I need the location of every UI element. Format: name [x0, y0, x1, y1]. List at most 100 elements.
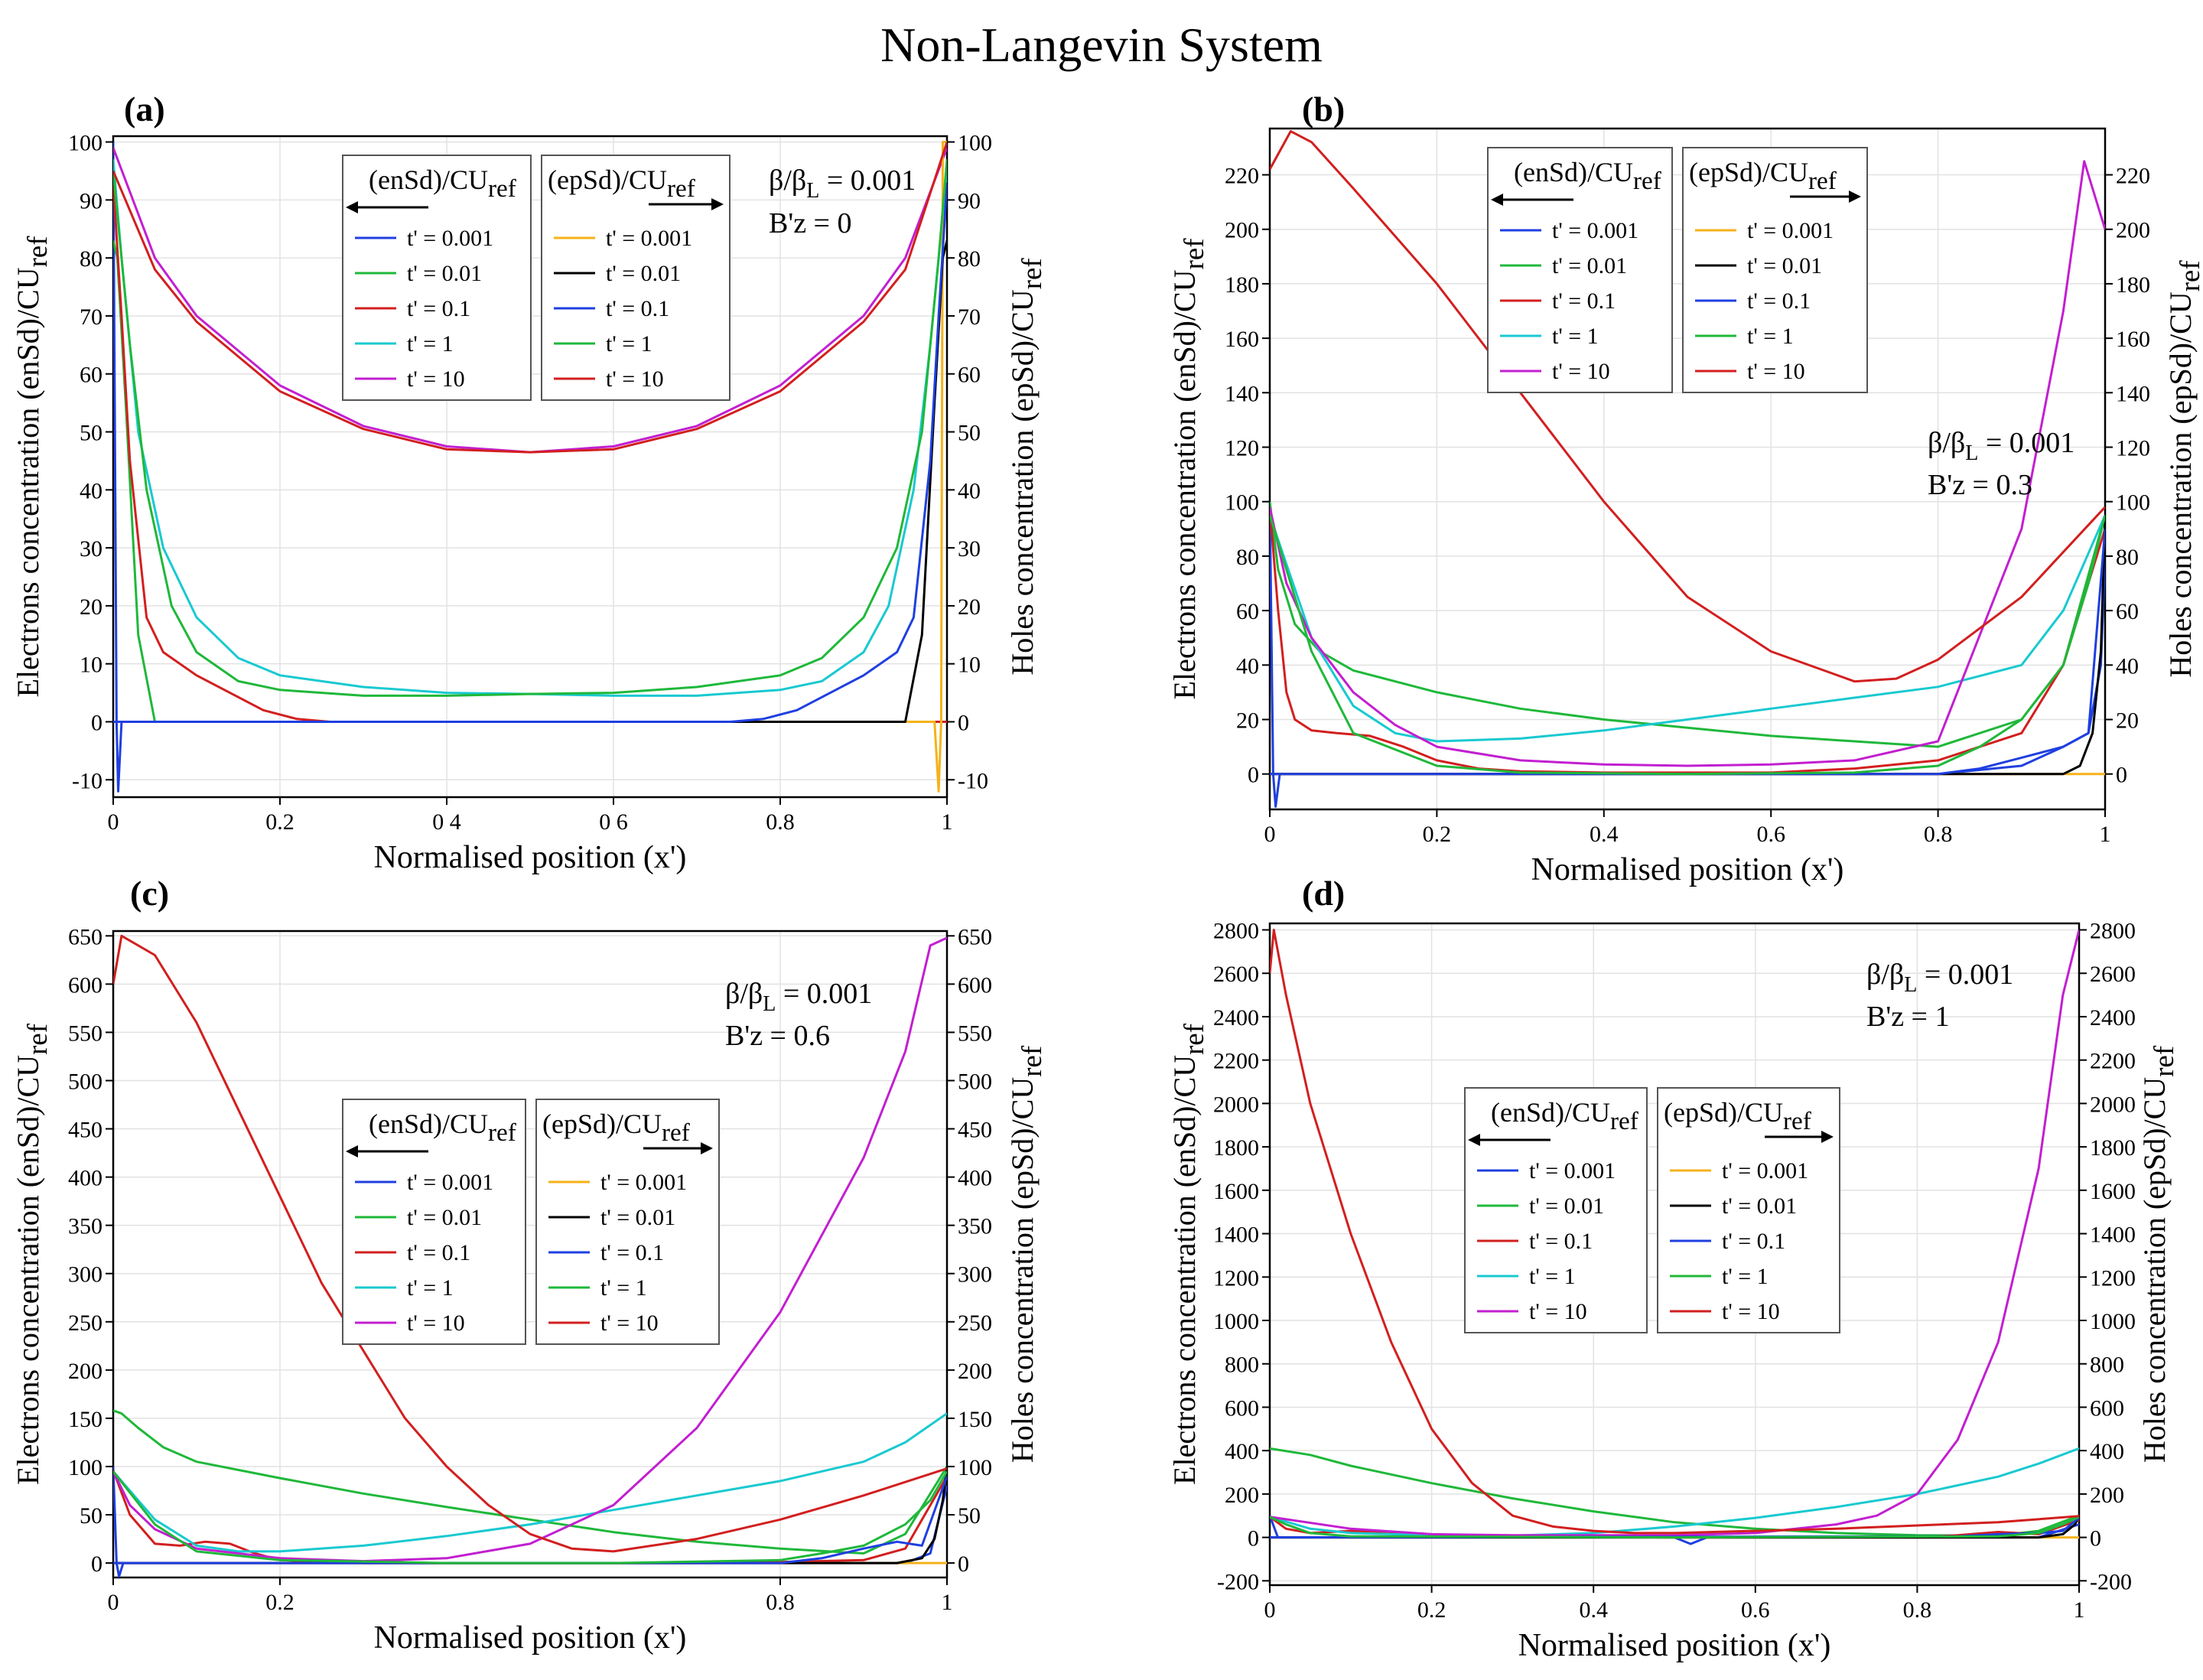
series-line: [113, 142, 947, 454]
y-tick-label-right: 200: [958, 1359, 992, 1384]
legend-entry-label: t' = 10: [407, 1310, 465, 1336]
series-line: [1270, 1447, 2079, 1537]
y-tick-label-right: 100: [958, 1455, 992, 1480]
y-tick-label-left: 80: [80, 246, 103, 272]
legend-entry-label: t' = 0.001: [1529, 1158, 1616, 1183]
y-tick-label-left: 160: [1225, 327, 1259, 352]
y-tick-label-left: 30: [80, 536, 103, 562]
panel-label: (d): [1302, 874, 1345, 913]
legend-entry-label: t' = 0.01: [1722, 1193, 1797, 1219]
y-tick-label-right: 2400: [2090, 1005, 2136, 1030]
y-tick-label-right: 140: [2116, 381, 2150, 406]
y-axis-label-left: Electrons concentration (enSd)/CUref: [11, 1023, 53, 1485]
series-line: [1270, 515, 2105, 776]
legend-entry-label: t' = 10: [407, 366, 465, 392]
y-tick-label-left: 20: [1236, 708, 1259, 734]
legend-entry-label: t' = 1: [1552, 324, 1599, 349]
series-line: [1270, 501, 2105, 748]
legend-box-electrons: [342, 1099, 526, 1345]
left-arrow-icon: [1491, 194, 1503, 206]
y-tick-label-left: 2200: [1213, 1049, 1259, 1074]
series-line: [1270, 930, 2079, 1537]
y-tick-label-left: 550: [68, 1021, 103, 1046]
legend-header-holes: (epSd)/CUref: [548, 164, 696, 203]
x-tick-label: 1: [2074, 1597, 2085, 1623]
legend-entry-label: t' = 0.1: [600, 1240, 664, 1265]
legend-entry-label: t' = 1: [1529, 1264, 1576, 1289]
bz-annotation: B'z = 0.3: [1928, 469, 2032, 501]
y-tick-label-left: 200: [1225, 1483, 1259, 1508]
y-tick-label-left: 0: [91, 1551, 103, 1577]
x-tick-label: 0: [1264, 822, 1276, 847]
legend-entry-label: t' = 1: [600, 1275, 647, 1301]
y-axis-label-right: Holes concentration (epSd)/CUref: [1005, 258, 1047, 676]
y-tick-label-left: 140: [1225, 381, 1259, 406]
plot-frame: [1268, 127, 2107, 811]
y-tick-label-left: 120: [1225, 436, 1259, 461]
series-group: [1270, 130, 2105, 808]
y-tick-label-right: 1400: [2090, 1223, 2136, 1248]
y-tick-label-right: 60: [2116, 599, 2139, 624]
y-tick-label-right: 150: [958, 1407, 992, 1432]
x-tick-label: 1: [942, 1590, 953, 1615]
y-tick-label-left: 400: [68, 1166, 103, 1191]
y-tick-label-left: 50: [80, 1503, 103, 1529]
y-tick-label-left: 200: [68, 1359, 103, 1384]
legend-entry-label: t' = 0.1: [1747, 288, 1811, 314]
x-axis-label: Normalised position (x'): [374, 840, 687, 875]
y-tick-label-left: 40: [1236, 653, 1259, 679]
left-arrow-icon: [346, 1145, 358, 1157]
y-tick-label-left: 50: [80, 421, 103, 446]
y-tick-label-left: 220: [1225, 164, 1259, 189]
y-tick-label-right: 1200: [2090, 1265, 2136, 1291]
legend-entry-label: t' = 0.001: [1552, 218, 1638, 243]
legend-box-holes: [1657, 1087, 1840, 1333]
y-tick-label-left: 200: [1225, 218, 1259, 243]
x-tick-label: 0.2: [1417, 1597, 1446, 1623]
legend-header-holes: (epSd)/CUref: [1689, 157, 1837, 195]
beta-annotation: β/βL = 0.001: [769, 164, 916, 203]
series-line: [113, 1470, 947, 1564]
series-line: [1270, 160, 2105, 767]
legend: (enSd)/CUref t' = 0.001 t' = 0.01 t' = 0.1 t…: [1487, 147, 1868, 393]
legend-entry-label: t' = 1: [606, 331, 652, 357]
series-line: [1270, 1447, 2079, 1537]
y-tick-label-right: 90: [958, 188, 981, 213]
x-tick-label: 0.8: [766, 809, 795, 835]
y-tick-label-left: 180: [1225, 272, 1259, 298]
y-tick-label-left: 350: [68, 1214, 103, 1239]
y-tick-label-right: 550: [958, 1021, 992, 1046]
y-tick-label-left: 90: [80, 188, 103, 213]
legend-entry-label: t' = 0.01: [1552, 253, 1627, 278]
y-tick-label-left: 0: [91, 710, 103, 735]
beta-annotation: β/βL = 0.001: [1866, 959, 2013, 997]
y-tick-label-right: 1800: [2090, 1135, 2136, 1161]
series-group: [113, 141, 947, 793]
y-tick-label-right: 300: [958, 1262, 992, 1288]
legend-entry-label: t' = 10: [600, 1310, 659, 1336]
y-tick-label-right: 1600: [2090, 1179, 2136, 1204]
x-axis-label: Normalised position (x'): [1518, 1628, 1831, 1663]
y-tick-label-left: 600: [1225, 1395, 1259, 1421]
y-tick-label-right: 0: [958, 1551, 969, 1577]
legend-entry-label: t' = 10: [1552, 359, 1610, 384]
series-group: [1270, 929, 2079, 1545]
y-tick-label-left: -10: [72, 768, 103, 793]
y-tick-label-right: 250: [958, 1310, 992, 1336]
bz-annotation: B'z = 0.6: [725, 1020, 830, 1052]
y-tick-label-right: 200: [2116, 218, 2150, 243]
y-tick-label-left: 40: [80, 478, 103, 503]
y-tick-label-right: 2200: [2090, 1049, 2136, 1074]
y-tick-label-left: 800: [1225, 1353, 1259, 1378]
legend-header-holes: (epSd)/CUref: [1664, 1097, 1812, 1135]
y-tick-label-right: 80: [2116, 545, 2139, 570]
y-tick-label-left: 100: [68, 131, 103, 156]
legend-entry-label: t' = 0.01: [600, 1205, 675, 1230]
y-tick-label-right: 500: [958, 1069, 992, 1094]
y-tick-label-right: 650: [958, 924, 992, 949]
y-tick-label-right: 0: [2090, 1526, 2101, 1551]
y-tick-label-right: 10: [958, 653, 981, 678]
y-tick-label-right: 100: [2116, 490, 2150, 516]
